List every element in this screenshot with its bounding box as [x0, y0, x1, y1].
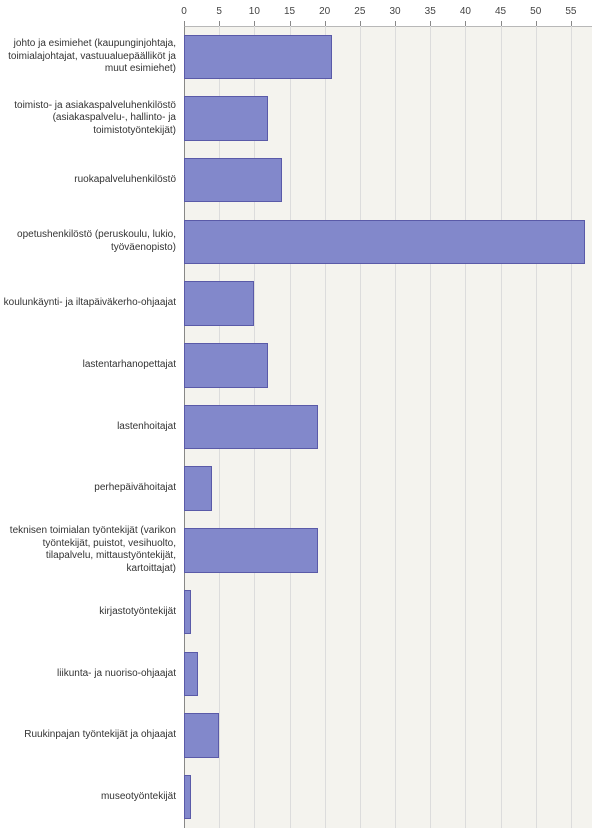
category-label: koulunkäynti- ja iltapäiväkerho-ohjaajat [2, 273, 182, 335]
x-tick-label: 45 [495, 6, 506, 17]
tick-mark [430, 21, 431, 26]
category-label: johto ja esimiehet (kaupunginjohtaja, to… [2, 26, 182, 88]
category-label: kirjastotyöntekijät [2, 581, 182, 643]
gridline [395, 26, 396, 828]
category-label: opetushenkilöstö (peruskoulu, lukio, työ… [2, 211, 182, 273]
gridline [571, 26, 572, 828]
tick-mark [360, 21, 361, 26]
gridline [325, 26, 326, 828]
tick-mark [395, 21, 396, 26]
tick-mark [290, 21, 291, 26]
x-tick-label: 5 [216, 6, 222, 17]
tick-mark [184, 21, 185, 26]
x-tick-label: 25 [354, 6, 365, 17]
category-label: toimisto- ja asiakaspalveluhenkilöstö (a… [2, 88, 182, 150]
category-label: perhepäivähoitajat [2, 458, 182, 520]
x-tick-label: 40 [460, 6, 471, 17]
tick-mark [571, 21, 572, 26]
tick-mark [325, 21, 326, 26]
category-label: lastenhoitajat [2, 396, 182, 458]
gridline [465, 26, 466, 828]
tick-mark [254, 21, 255, 26]
bar [184, 343, 268, 387]
gridline [536, 26, 537, 828]
gridline [430, 26, 431, 828]
gridline [360, 26, 361, 828]
horizontal-bar-chart: 0 5 10 15 20 25 30 35 40 45 50 55 johto ja esimiehe… [0, 0, 600, 833]
x-tick-label: 10 [249, 6, 260, 17]
bar [184, 775, 191, 819]
bar [184, 96, 268, 140]
bar [184, 281, 254, 325]
bar [184, 405, 318, 449]
x-tick-label: 30 [389, 6, 400, 17]
x-tick-label: 20 [319, 6, 330, 17]
category-label: museotyöntekijät [2, 766, 182, 828]
tick-mark [219, 21, 220, 26]
x-tick-label: 50 [530, 6, 541, 17]
bar [184, 528, 318, 572]
bar [184, 590, 191, 634]
tick-mark [465, 21, 466, 26]
tick-mark [536, 21, 537, 26]
x-tick-label: 55 [565, 6, 576, 17]
x-tick-label: 35 [425, 6, 436, 17]
category-label: liikunta- ja nuoriso-ohjaajat [2, 643, 182, 705]
bar [184, 220, 585, 264]
bar [184, 652, 198, 696]
category-label: teknisen toimialan työntekijät (varikon … [2, 520, 182, 582]
tick-mark [501, 21, 502, 26]
category-label: lastentarhanopettajat [2, 334, 182, 396]
bar [184, 158, 282, 202]
x-tick-label: 15 [284, 6, 295, 17]
category-label: ruokapalveluhenkilöstö [2, 149, 182, 211]
bar [184, 713, 219, 757]
x-tick-label: 0 [181, 6, 187, 17]
gridline [501, 26, 502, 828]
bar [184, 35, 332, 79]
bar [184, 466, 212, 510]
category-label: Ruukinpajan työntekijät ja ohjaajat [2, 705, 182, 767]
